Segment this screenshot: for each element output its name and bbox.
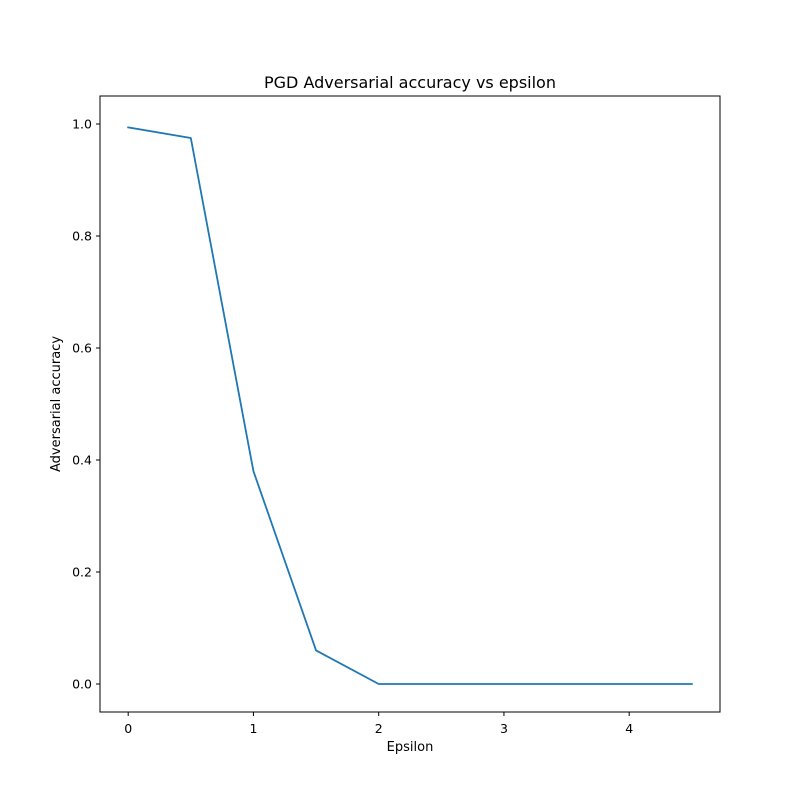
x-axis-label: Epsilon [387, 740, 434, 755]
y-axis-label: Adversarial accuracy [49, 336, 64, 472]
y-axis-ticks: 0.0 0.2 0.4 0.6 0.8 1.0 [72, 117, 100, 692]
y-tick-label: 0.4 [72, 453, 92, 468]
y-tick-label: 0.8 [72, 229, 92, 244]
x-tick-label: 3 [500, 721, 508, 736]
x-axis-ticks: 0 1 2 3 4 [124, 712, 633, 736]
series-layer [127, 126, 693, 685]
x-tick-label: 0 [124, 721, 132, 736]
chart-title: PGD Adversarial accuracy vs epsilon [264, 73, 556, 92]
y-tick-label: 0.6 [72, 341, 92, 356]
series-line [127, 126, 693, 685]
y-tick-label: 0.0 [72, 677, 92, 692]
y-tick-label: 1.0 [72, 117, 92, 132]
x-tick-label: 2 [375, 721, 383, 736]
y-tick-label: 0.2 [72, 565, 92, 580]
axes-frame [99, 95, 721, 713]
x-tick-label: 4 [625, 721, 633, 736]
x-tick-label: 1 [249, 721, 257, 736]
